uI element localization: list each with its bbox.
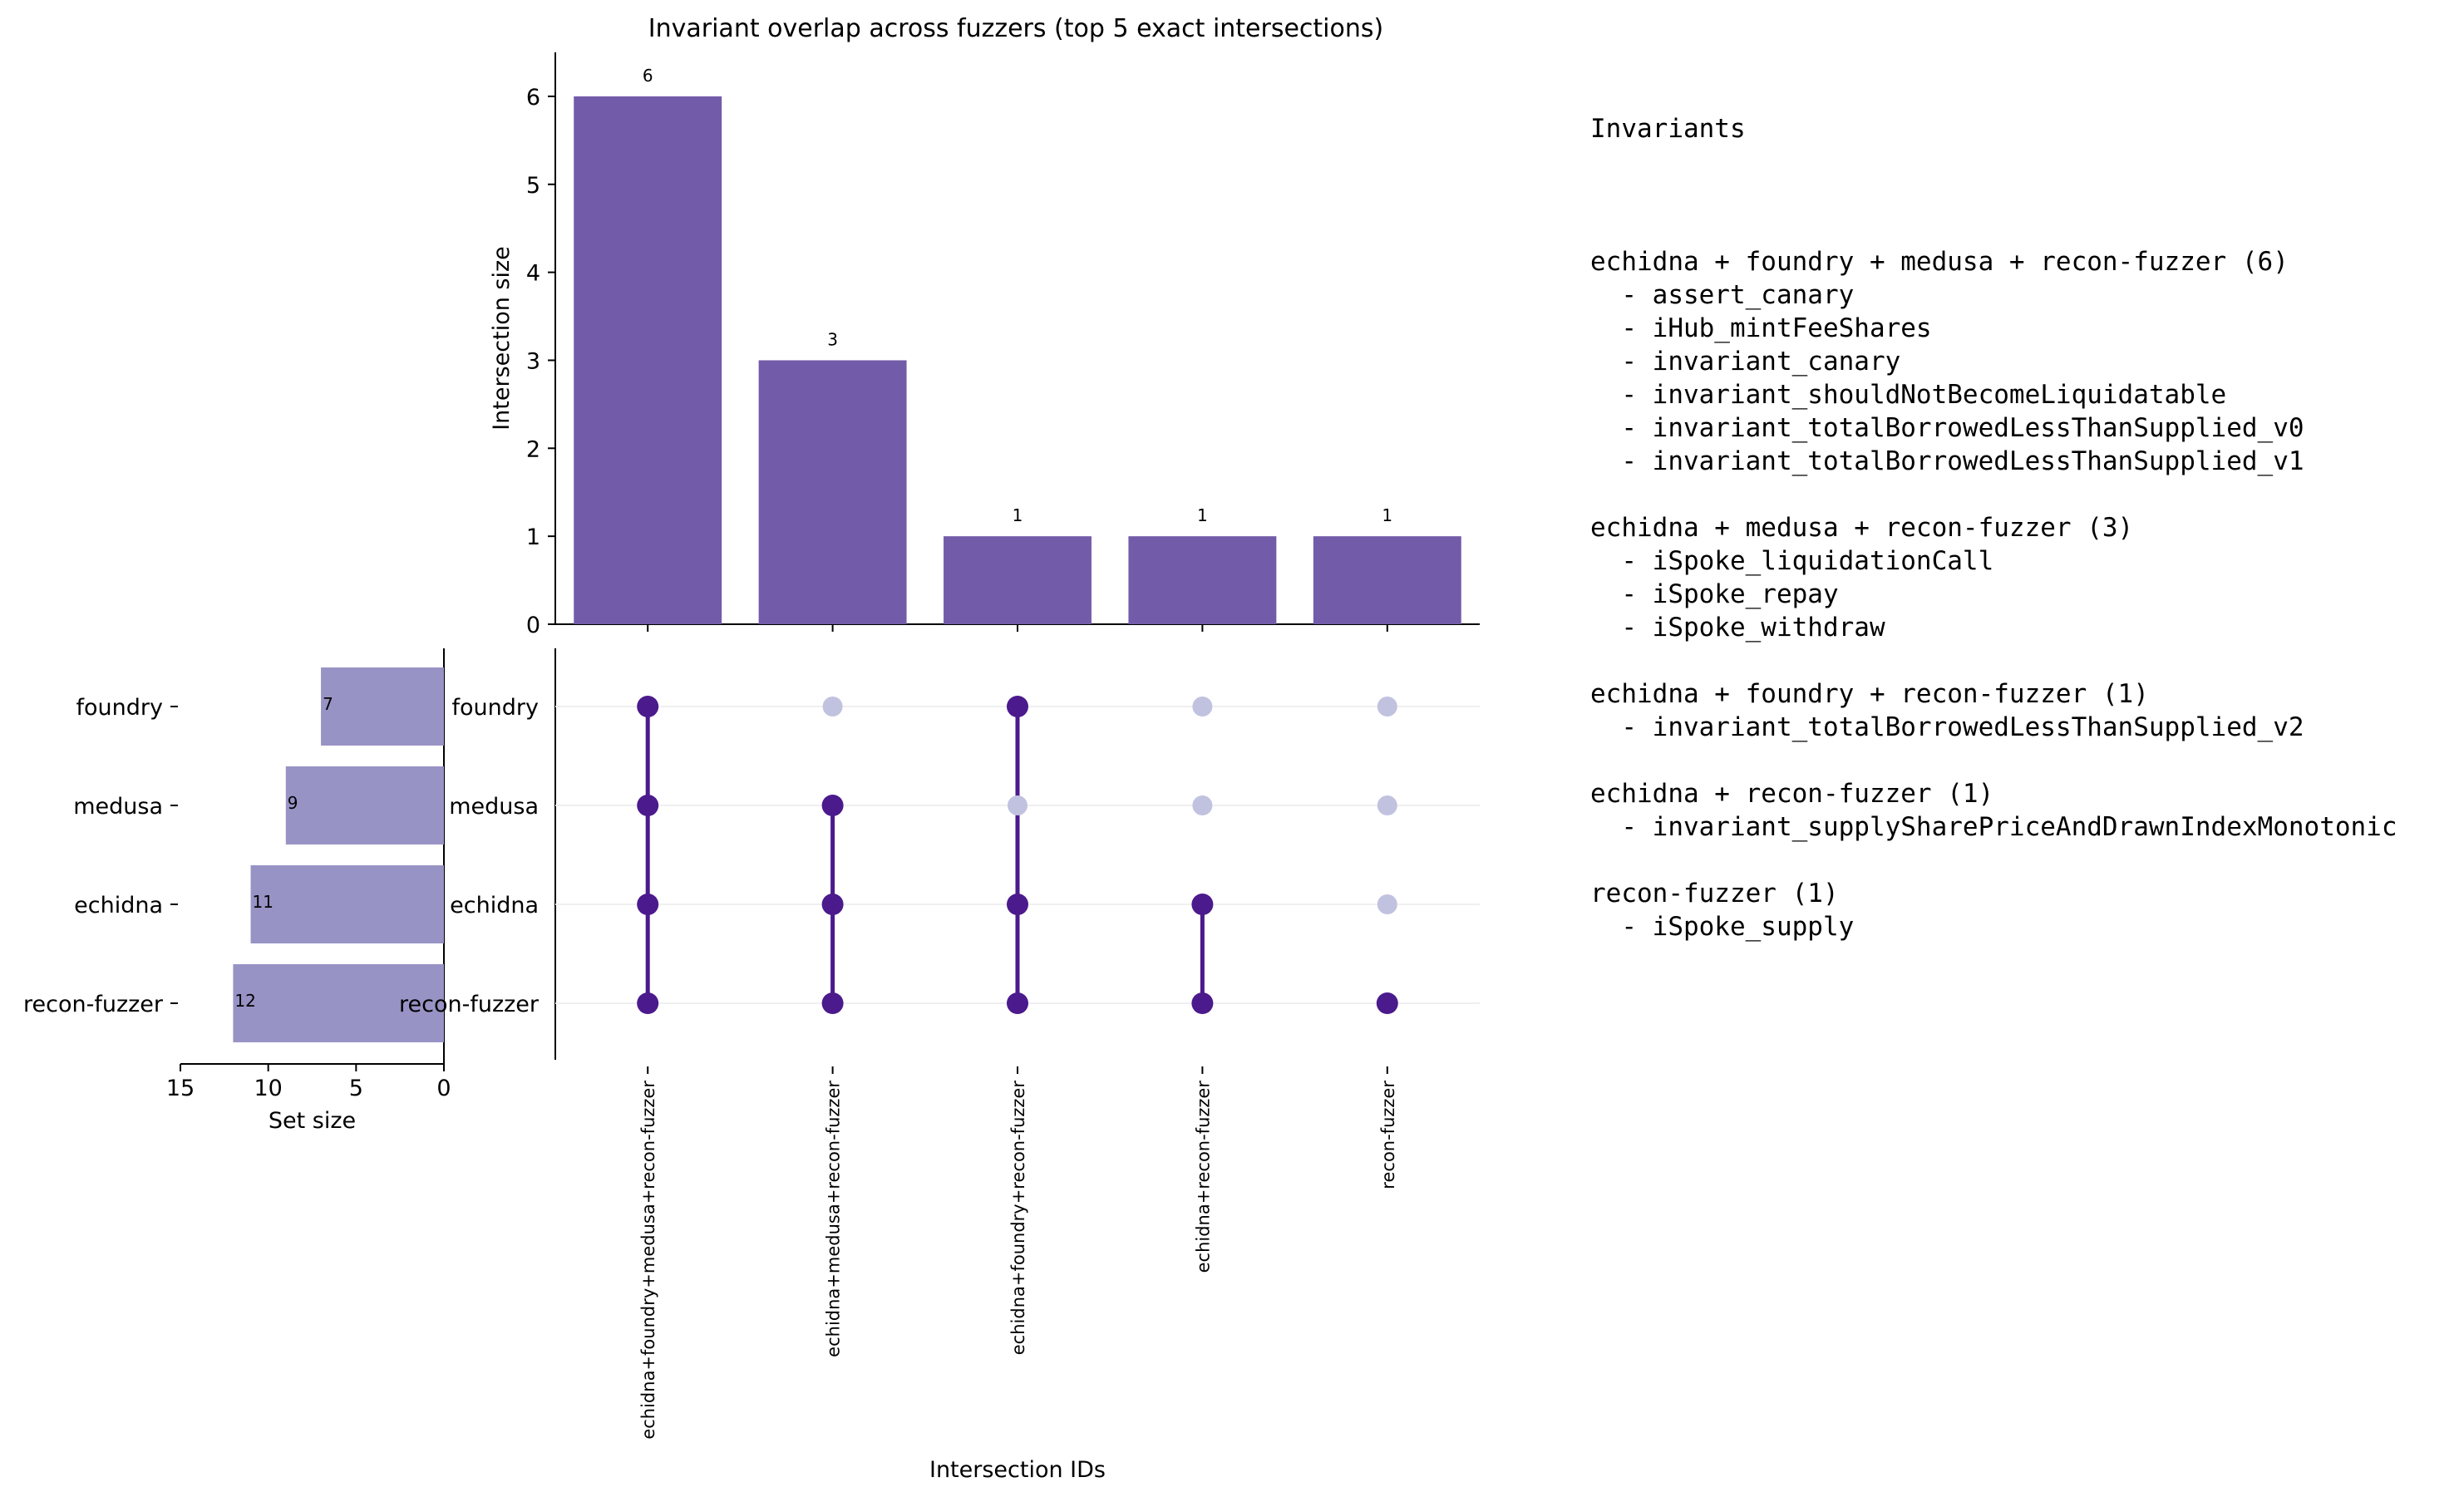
membership-matrix-panel: foundry medusa echidna recon-fuzzer echidna+…: [399, 648, 1480, 1483]
invariant-group: recon-fuzzer (1) - iSpoke_supply: [1590, 877, 2455, 943]
matrix-dot-active: [1191, 894, 1214, 915]
set-size-bar: [250, 865, 444, 943]
intersection-bar-value-label: 3: [827, 329, 838, 349]
chart-title: Invariant overlap across fuzzers (top 5 …: [648, 14, 1383, 43]
set-size-bar-value-label: 11: [253, 892, 274, 912]
set-size-bar-panel: 15 10 5 0 Set size 7 foundry 9 medusa 11 echidna 12…: [23, 648, 451, 1134]
y-tick-label: 2: [526, 436, 540, 462]
intersection-bar: [944, 536, 1092, 624]
y-tick-label: 4: [526, 261, 540, 287]
matrix-dot-active: [821, 992, 844, 1014]
matrix-dot-inactive: [1377, 795, 1397, 815]
set-size-bar: [285, 766, 444, 844]
set-name-label: foundry: [76, 695, 163, 721]
intersection-bar-panel: 0 1 2 3 4 5 6 Intersection size 6 3 1 1 1: [489, 52, 1480, 638]
invariant-item: - invariant_totalBorrowedLessThanSupplie…: [1590, 712, 2304, 742]
invariant-item: - invariant_shouldNotBecomeLiquidatable: [1590, 380, 2227, 410]
intersection-y-axis-label: Intersection size: [489, 246, 515, 431]
set-size-bar-value-label: 7: [323, 694, 333, 714]
matrix-dot-inactive: [822, 697, 843, 716]
intersection-bar-value-label: 1: [1013, 505, 1023, 525]
intersection-bar: [574, 96, 722, 624]
set-size-tick-label: 15: [166, 1076, 195, 1101]
matrix-row-label: recon-fuzzer: [399, 992, 540, 1017]
intersection-bar-value-label: 1: [1382, 505, 1392, 525]
y-tick-label: 6: [526, 85, 540, 111]
matrix-dot-inactive: [1192, 697, 1213, 716]
intersection-x-axis-label: Intersection IDs: [929, 1457, 1106, 1483]
intersection-id-label: echidna+foundry+medusa+recon-fuzzer: [638, 1081, 658, 1440]
set-size-bar: [233, 964, 444, 1042]
invariant-item: - invariant_canary: [1590, 347, 1901, 377]
invariant-group: echidna + recon-fuzzer (1) - invariant_s…: [1590, 777, 2455, 844]
invariant-item: - assert_canary: [1590, 280, 1855, 310]
matrix-dot-inactive: [1008, 795, 1027, 815]
intersection-bar: [758, 360, 907, 624]
invariant-item: - iSpoke_withdraw: [1590, 613, 1885, 643]
invariant-item: - iSpoke_liquidationCall: [1590, 546, 1994, 576]
matrix-dot-active: [1007, 894, 1028, 915]
invariant-group-title: recon-fuzzer (1): [1590, 879, 1839, 908]
matrix-dot-active: [637, 992, 659, 1014]
intersection-id-label: echidna+recon-fuzzer: [1193, 1081, 1213, 1273]
intersection-id-label: recon-fuzzer: [1378, 1081, 1398, 1189]
set-size-tick-label: 0: [436, 1076, 451, 1101]
intersection-bar: [1313, 536, 1461, 624]
set-size-bar-value-label: 12: [234, 991, 255, 1011]
invariant-group: echidna + foundry + medusa + recon-fuzze…: [1590, 245, 2455, 478]
matrix-dot-active: [821, 894, 844, 915]
matrix-dot-inactive: [1192, 795, 1213, 815]
set-size-tick-label: 5: [349, 1076, 363, 1101]
invariant-group-title: echidna + foundry + recon-fuzzer (1): [1590, 679, 2149, 709]
invariants-heading: Invariants: [1590, 114, 1746, 144]
matrix-dot-active: [1191, 992, 1214, 1014]
invariant-item: - iSpoke_repay: [1590, 579, 1839, 609]
matrix-dot-inactive: [1377, 894, 1397, 914]
matrix-dot-active: [637, 894, 659, 915]
invariant-item: - invariant_totalBorrowedLessThanSupplie…: [1590, 413, 2304, 443]
y-tick-label: 1: [526, 524, 540, 550]
invariant-group-title: echidna + medusa + recon-fuzzer (3): [1590, 513, 2134, 543]
y-tick-label: 3: [526, 348, 540, 374]
intersection-id-label: echidna+medusa+recon-fuzzer: [824, 1081, 844, 1357]
invariant-group: echidna + medusa + recon-fuzzer (3) - iS…: [1590, 511, 2455, 644]
set-size-tick-label: 10: [254, 1076, 282, 1101]
matrix-dot-active: [1007, 696, 1028, 717]
matrix-dot-active: [1007, 992, 1028, 1014]
matrix-dot-active: [821, 795, 844, 816]
invariant-item: - iSpoke_supply: [1590, 912, 1855, 942]
matrix-dot-inactive: [1377, 697, 1397, 716]
matrix-row-label: foundry: [452, 695, 539, 721]
set-size-bar-value-label: 9: [288, 793, 298, 813]
set-name-label: medusa: [73, 794, 163, 820]
invariants-panel: Invariants echidna + foundry + medusa + …: [1590, 46, 2455, 977]
intersection-bar-value-label: 1: [1197, 505, 1208, 525]
invariant-group: echidna + foundry + recon-fuzzer (1) - i…: [1590, 677, 2455, 744]
invariant-group-title: echidna + recon-fuzzer (1): [1590, 779, 1994, 809]
intersection-id-label: echidna+foundry+recon-fuzzer: [1008, 1081, 1028, 1356]
intersection-bar-value-label: 6: [643, 66, 653, 86]
y-tick-label: 5: [526, 173, 540, 199]
matrix-dot-active: [637, 696, 659, 717]
invariant-item: - invariant_supplySharePriceAndDrawnInde…: [1590, 812, 2397, 842]
matrix-dot-active: [1376, 992, 1398, 1014]
invariant-group-title: echidna + foundry + medusa + recon-fuzze…: [1590, 247, 2289, 277]
matrix-row-label: echidna: [450, 893, 539, 918]
intersection-bar: [1128, 536, 1277, 624]
matrix-row-label: medusa: [449, 794, 539, 820]
set-name-label: echidna: [74, 893, 163, 918]
matrix-dot-active: [637, 795, 659, 816]
invariant-item: - iHub_mintFeeShares: [1590, 313, 1932, 343]
set-size-axis-label: Set size: [269, 1108, 356, 1134]
set-name-label: recon-fuzzer: [23, 992, 164, 1017]
y-tick-label: 0: [526, 613, 540, 638]
invariant-groups: echidna + foundry + medusa + recon-fuzze…: [1590, 245, 2455, 943]
invariant-item: - invariant_totalBorrowedLessThanSupplie…: [1590, 446, 2304, 476]
set-size-bar: [321, 667, 444, 746]
